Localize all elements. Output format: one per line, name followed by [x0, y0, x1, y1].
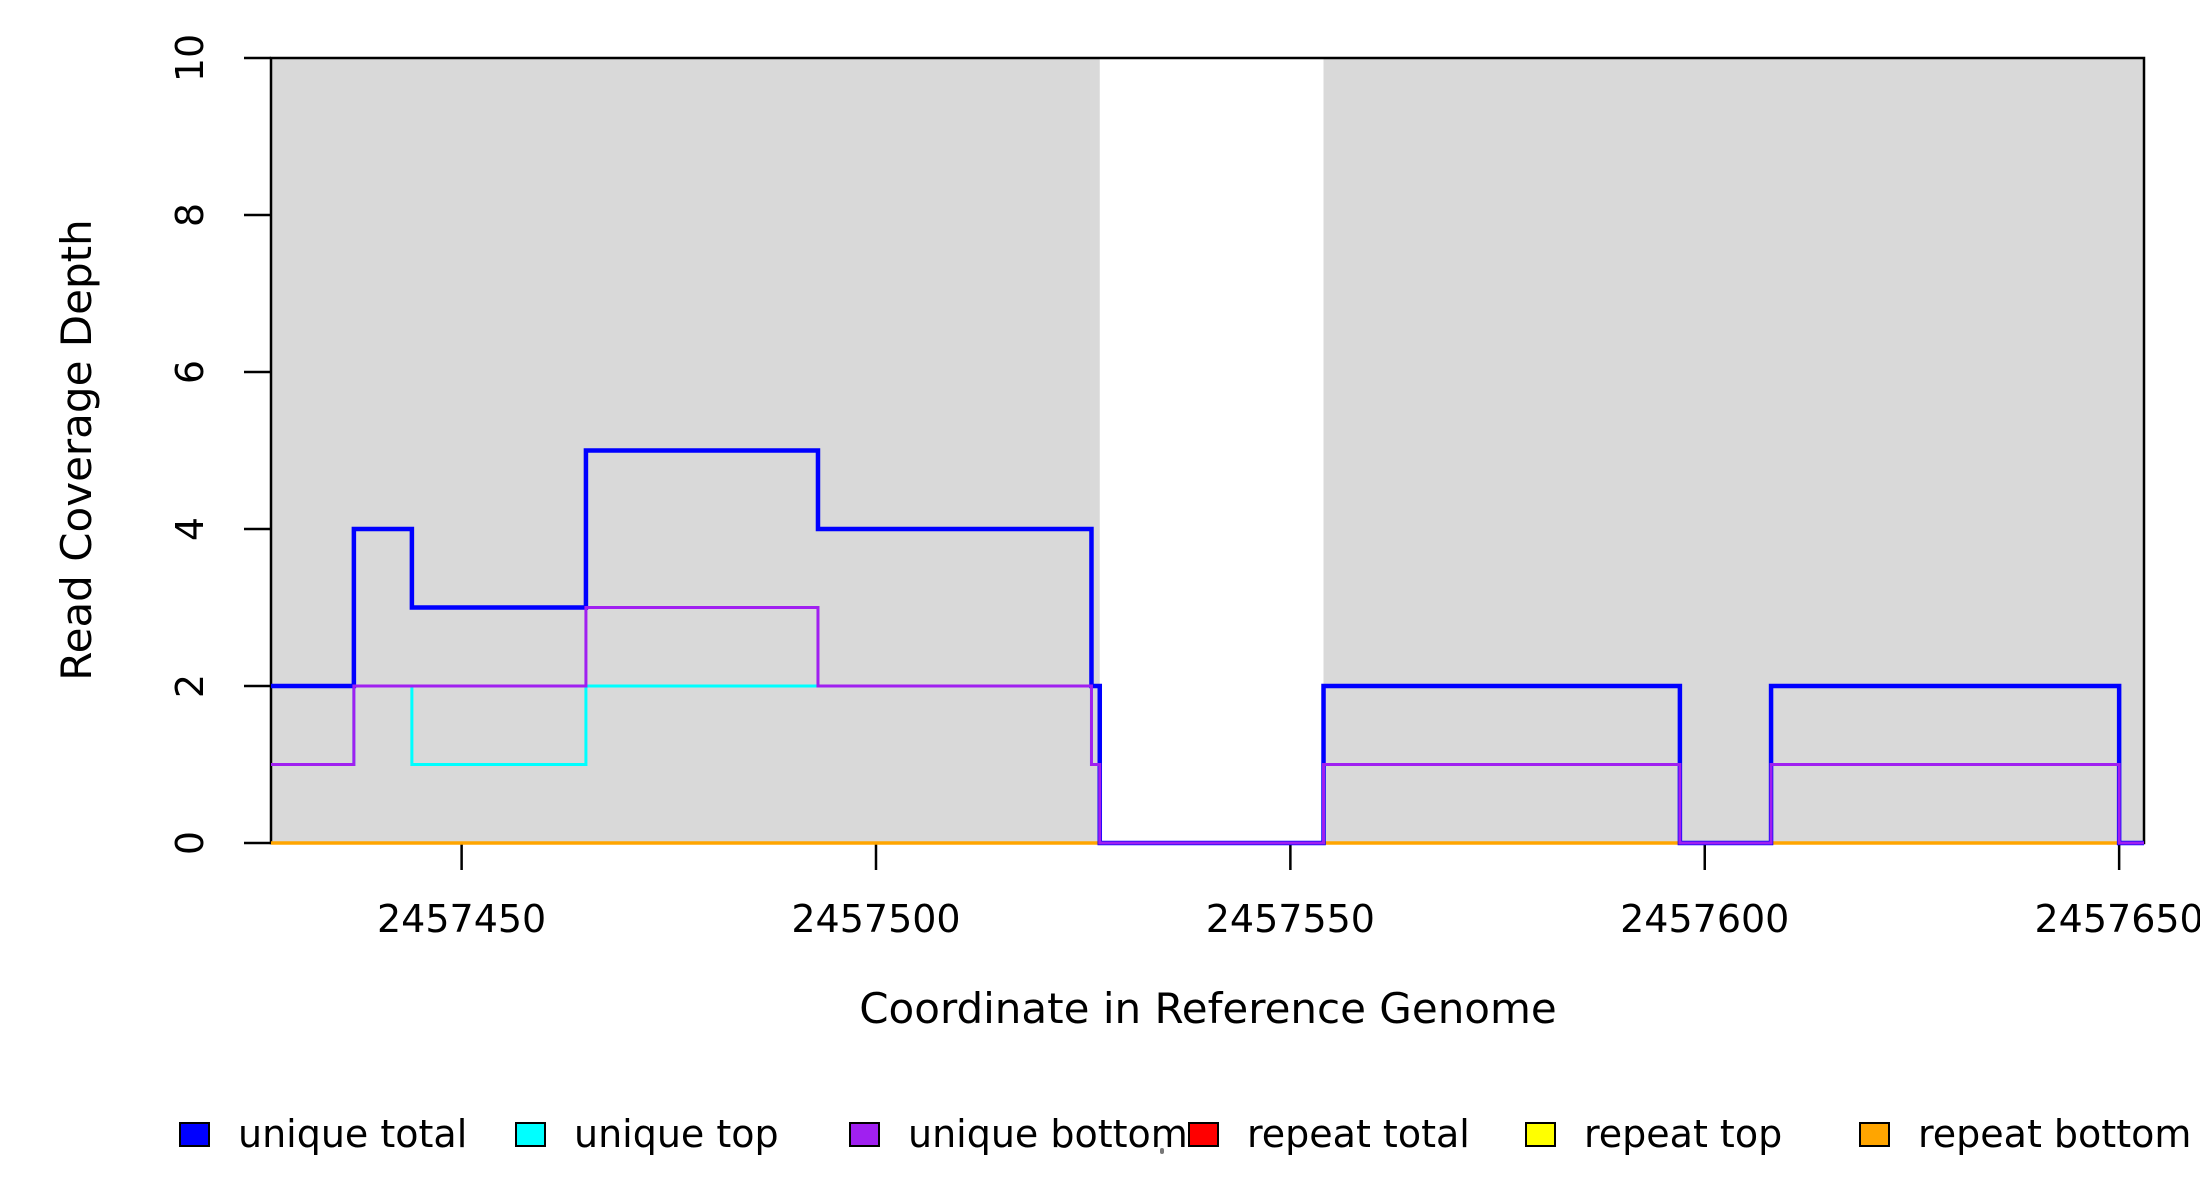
- x-tick-label-2457600: 2457600: [1620, 897, 1790, 941]
- y-axis-title: Read Coverage Depth: [52, 219, 101, 681]
- legend-item-unique-bottom: unique bottom: [849, 1114, 1188, 1154]
- legend-item-unique-total: unique total: [179, 1114, 467, 1154]
- unique-total-swatch-icon: [179, 1121, 210, 1147]
- x-tick-label-2457450: 2457450: [376, 897, 547, 941]
- repeat-top-swatch-icon: [1525, 1121, 1556, 1147]
- legend-label: unique top: [574, 1112, 779, 1156]
- legend-label: repeat bottom: [1918, 1112, 2192, 1156]
- x-tick-label-2457500: 2457500: [791, 897, 961, 941]
- legend-item-unique-top: unique top: [515, 1114, 779, 1154]
- unique-bottom-swatch-icon: [849, 1121, 880, 1147]
- y-tick-label-0: 0: [168, 830, 212, 856]
- repeat-total-swatch-icon: [1188, 1121, 1219, 1147]
- y-tick-label-6: 6: [168, 359, 212, 385]
- legend-label: repeat top: [1584, 1112, 1783, 1156]
- legend-item-repeat-top: repeat top: [1525, 1114, 1782, 1154]
- legend-label: unique bottom: [908, 1112, 1188, 1156]
- legend-label: unique total: [238, 1112, 468, 1156]
- y-tick-label-10: 10: [168, 33, 212, 83]
- legend-label: repeat total: [1247, 1112, 1470, 1156]
- unique-top-swatch-icon: [515, 1121, 546, 1147]
- y-tick-label-8: 8: [168, 202, 212, 228]
- shaded-region-1: [1323, 58, 2144, 843]
- legend-item-repeat-total: repeat total: [1188, 1114, 1470, 1154]
- x-tick-label-2457550: 2457550: [1205, 897, 1375, 941]
- x-tick-label-2457650: 2457650: [2034, 897, 2200, 941]
- y-tick-label-4: 4: [168, 516, 212, 542]
- series-unique-bottom: [271, 606, 2144, 845]
- repeat-bottom-swatch-icon: [1859, 1121, 1890, 1147]
- y-tick-label-2: 2: [168, 673, 212, 699]
- stray-mark: [1160, 1148, 1164, 1154]
- x-axis-title: Coordinate in Reference Genome: [859, 984, 1557, 1033]
- legend-item-repeat-bottom: repeat bottom: [1859, 1114, 2191, 1154]
